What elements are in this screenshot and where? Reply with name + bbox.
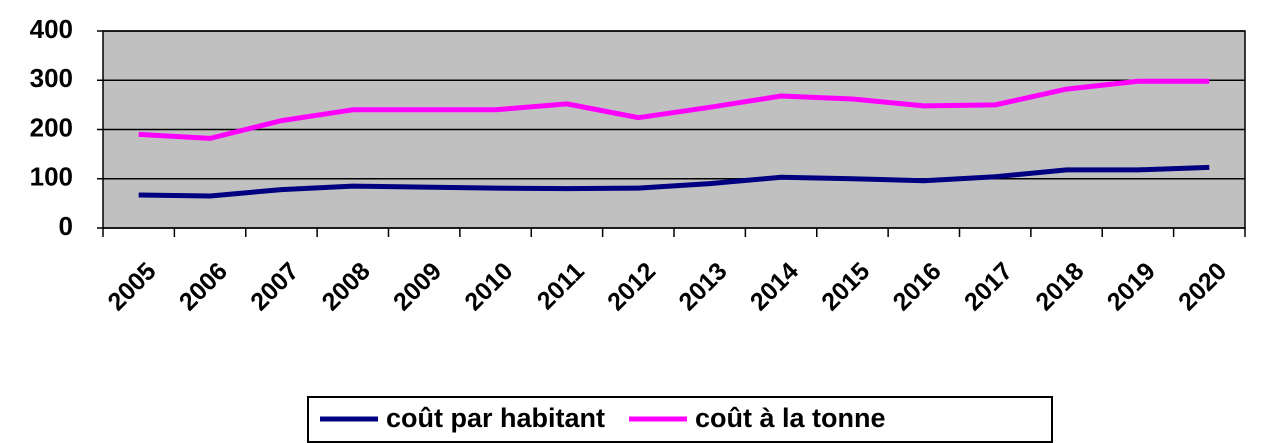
x-tick-label: 2009 xyxy=(388,257,447,316)
x-tick-label: 2011 xyxy=(532,257,590,315)
y-tick-label: 0 xyxy=(59,211,73,241)
legend-label: coût à la tonne xyxy=(695,403,886,433)
x-tick-label: 2017 xyxy=(959,257,1018,316)
x-tick-label: 2012 xyxy=(602,257,661,316)
x-tick-label: 2010 xyxy=(459,257,518,316)
x-tick-label: 2014 xyxy=(745,257,804,316)
x-tick-label: 2005 xyxy=(102,257,161,316)
x-tick-label: 2019 xyxy=(1102,257,1161,316)
y-tick-label: 300 xyxy=(30,63,73,93)
x-tick-label: 2016 xyxy=(888,257,947,316)
series-line xyxy=(138,78,1210,141)
x-tick-label: 2018 xyxy=(1030,257,1089,316)
x-tick-label: 2006 xyxy=(174,257,233,316)
x-tick-label: 2008 xyxy=(317,257,376,316)
y-tick-label: 200 xyxy=(30,112,73,142)
legend-label: coût par habitant xyxy=(386,403,605,433)
series-line xyxy=(138,164,1210,199)
x-tick-label: 2007 xyxy=(245,257,304,316)
y-tick-label: 400 xyxy=(30,14,73,44)
x-tick-label: 2015 xyxy=(816,257,875,316)
x-tick-label: 2013 xyxy=(673,257,732,316)
x-tick-label: 2020 xyxy=(1173,257,1232,316)
y-tick-label: 100 xyxy=(30,162,73,192)
